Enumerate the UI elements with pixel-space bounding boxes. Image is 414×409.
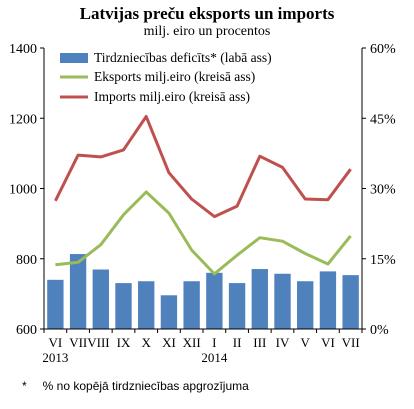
right-tick-label-3: 45% bbox=[370, 112, 396, 127]
left-tick-label-0: 600 bbox=[16, 323, 37, 338]
left-tick-label-1: 800 bbox=[16, 253, 37, 268]
x-tick-label-11: V bbox=[301, 335, 311, 350]
x-tick-label-0: VI bbox=[48, 335, 62, 350]
x-tick-label-1: VIIVIII bbox=[69, 335, 109, 350]
bar-6 bbox=[183, 281, 200, 329]
legend-label-1: Eksports milj.eiro (kreisā ass) bbox=[94, 69, 255, 84]
x-tick-label-10: IV bbox=[276, 335, 290, 350]
bar-5 bbox=[160, 295, 178, 329]
bar-1 bbox=[69, 254, 87, 329]
x-tick-label-3: IX bbox=[117, 335, 131, 350]
bar-2 bbox=[92, 269, 109, 329]
x-tick-label-4: X bbox=[142, 335, 152, 350]
right-tick-label-1: 15% bbox=[370, 253, 396, 268]
bar-10 bbox=[274, 273, 291, 329]
legend-label-2: Imports milj.eiro (kreisā ass) bbox=[94, 89, 250, 104]
right-tick-label-4: 60% bbox=[370, 42, 396, 57]
x-tick-label-7: I bbox=[212, 335, 216, 350]
legend-label-0: Tirdzniecības deficīts* (labā ass) bbox=[94, 50, 272, 65]
footnote-text: % no kopējā tirdzniecības apgrozījuma bbox=[42, 379, 249, 393]
right-tick-label-2: 30% bbox=[370, 183, 396, 198]
footnote-marker: * bbox=[22, 379, 27, 393]
left-tick-label-4: 1400 bbox=[9, 42, 37, 57]
bar-11 bbox=[297, 281, 314, 329]
chart-title: Latvijas preču eksports un imports bbox=[79, 4, 335, 23]
legend-swatch-0 bbox=[60, 53, 88, 63]
bar-0 bbox=[47, 279, 64, 329]
x-tick-label-9: III bbox=[253, 335, 266, 350]
x-tick-label-6: XII bbox=[183, 335, 201, 350]
x-tick-label-13: VII bbox=[342, 335, 360, 350]
bar-12 bbox=[319, 271, 337, 329]
bar-3 bbox=[115, 283, 132, 329]
year-label-0: 2013 bbox=[42, 350, 68, 365]
series-line-0 bbox=[55, 190, 352, 276]
left-tick-label-3: 1200 bbox=[9, 112, 37, 127]
x-tick-label-12: VI bbox=[321, 335, 335, 350]
bar-8 bbox=[228, 283, 246, 329]
bar-7 bbox=[206, 272, 223, 329]
year-label-1: 2014 bbox=[201, 350, 228, 365]
x-tick-label-8: II bbox=[233, 335, 242, 350]
left-tick-label-2: 1000 bbox=[9, 183, 37, 198]
series-line-1 bbox=[54, 115, 352, 219]
footnote: * % no kopējā tirdzniecības apgrozījuma bbox=[22, 379, 249, 393]
bar-13 bbox=[342, 275, 359, 329]
x-tick-label-5: XI bbox=[162, 335, 176, 350]
chart-subtitle: milj. eiro un procentos bbox=[143, 24, 271, 39]
bar-9 bbox=[251, 269, 268, 329]
right-tick-label-0: 0% bbox=[370, 323, 389, 338]
bar-4 bbox=[138, 281, 155, 329]
